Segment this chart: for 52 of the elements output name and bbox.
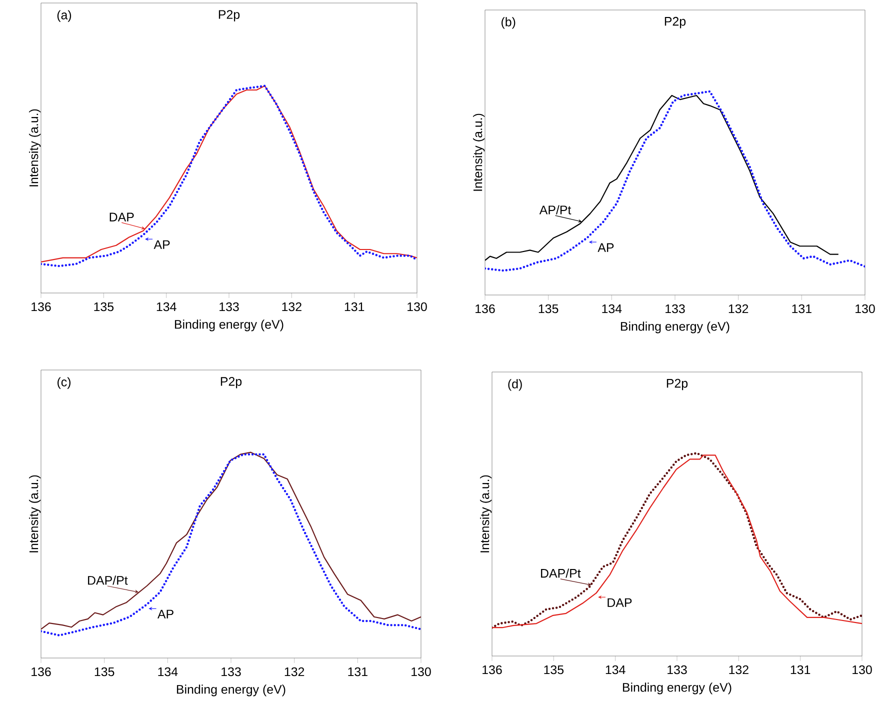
x-tick-label: 133 — [668, 665, 687, 674]
legend-label: AP — [598, 243, 614, 252]
chart-title: P2p — [664, 16, 686, 28]
legend-label: DAP — [608, 598, 632, 607]
x-axis-title: Binding energy (eV) — [174, 320, 284, 332]
y-axis-title: Intensity (a.u.) — [473, 114, 485, 191]
text: (b) — [502, 17, 516, 29]
x-tick-label: 132 — [728, 304, 748, 314]
x-tick-label: 135 — [538, 304, 558, 314]
x-tick-label: 133 — [220, 302, 239, 312]
x-tick-label: 130 — [852, 665, 872, 674]
chart-title: P2p — [218, 10, 240, 22]
x-tick-label: 133 — [222, 667, 241, 676]
x-tick-label: 131 — [348, 667, 368, 676]
y-axis-title: Intensity (a.u.) — [29, 109, 41, 186]
chart-title: P2p — [666, 378, 688, 390]
y-axis-title: Intensity (a.u.) — [29, 475, 41, 552]
x-axis-title: Binding energy (eV) — [176, 684, 286, 696]
x-tick-label: 132 — [729, 665, 748, 674]
x-tick-label: 131 — [344, 302, 364, 312]
x-tick-label: 133 — [666, 304, 685, 314]
x-tick-label: 132 — [282, 302, 302, 312]
x-tick-label: 134 — [156, 302, 176, 312]
series-label: DAP/Pt — [88, 576, 128, 585]
x-tick-label: 135 — [544, 665, 564, 674]
x-tick-label: 130 — [408, 302, 427, 312]
x-tick-label: 135 — [94, 667, 114, 676]
x-tick-label: 136 — [32, 302, 51, 312]
x-tick-label: 134 — [606, 665, 626, 674]
x-tick-label: 131 — [790, 665, 810, 674]
x-tick-label: 130 — [856, 304, 875, 314]
x-tick-label: 134 — [602, 304, 622, 314]
x-tick-label: 135 — [94, 302, 114, 312]
x-tick-label: 136 — [482, 665, 502, 674]
text: (c) — [58, 377, 70, 389]
x-tick-label: 132 — [284, 667, 304, 676]
y-axis-title: Intensity (a.u.) — [480, 475, 492, 552]
chart-title: P2p — [220, 377, 242, 388]
x-tick-label: 136 — [476, 304, 495, 314]
legend-label: AP — [154, 240, 170, 249]
x-tick-label: 136 — [32, 667, 51, 676]
series-label: DAP/Pt — [541, 568, 581, 578]
series-label: AP/Pt — [539, 205, 572, 214]
x-tick-label: 130 — [412, 667, 431, 676]
x-axis-title: Binding energy (eV) — [622, 682, 732, 694]
text: (d) — [508, 379, 522, 391]
x-tick-label: 131 — [792, 304, 812, 314]
x-tick-label: 134 — [158, 667, 178, 676]
x-axis-title: Binding energy (eV) — [620, 322, 730, 334]
legend-label: AP — [157, 610, 174, 618]
text: (a) — [57, 10, 72, 22]
series-label: DAP — [110, 212, 134, 222]
